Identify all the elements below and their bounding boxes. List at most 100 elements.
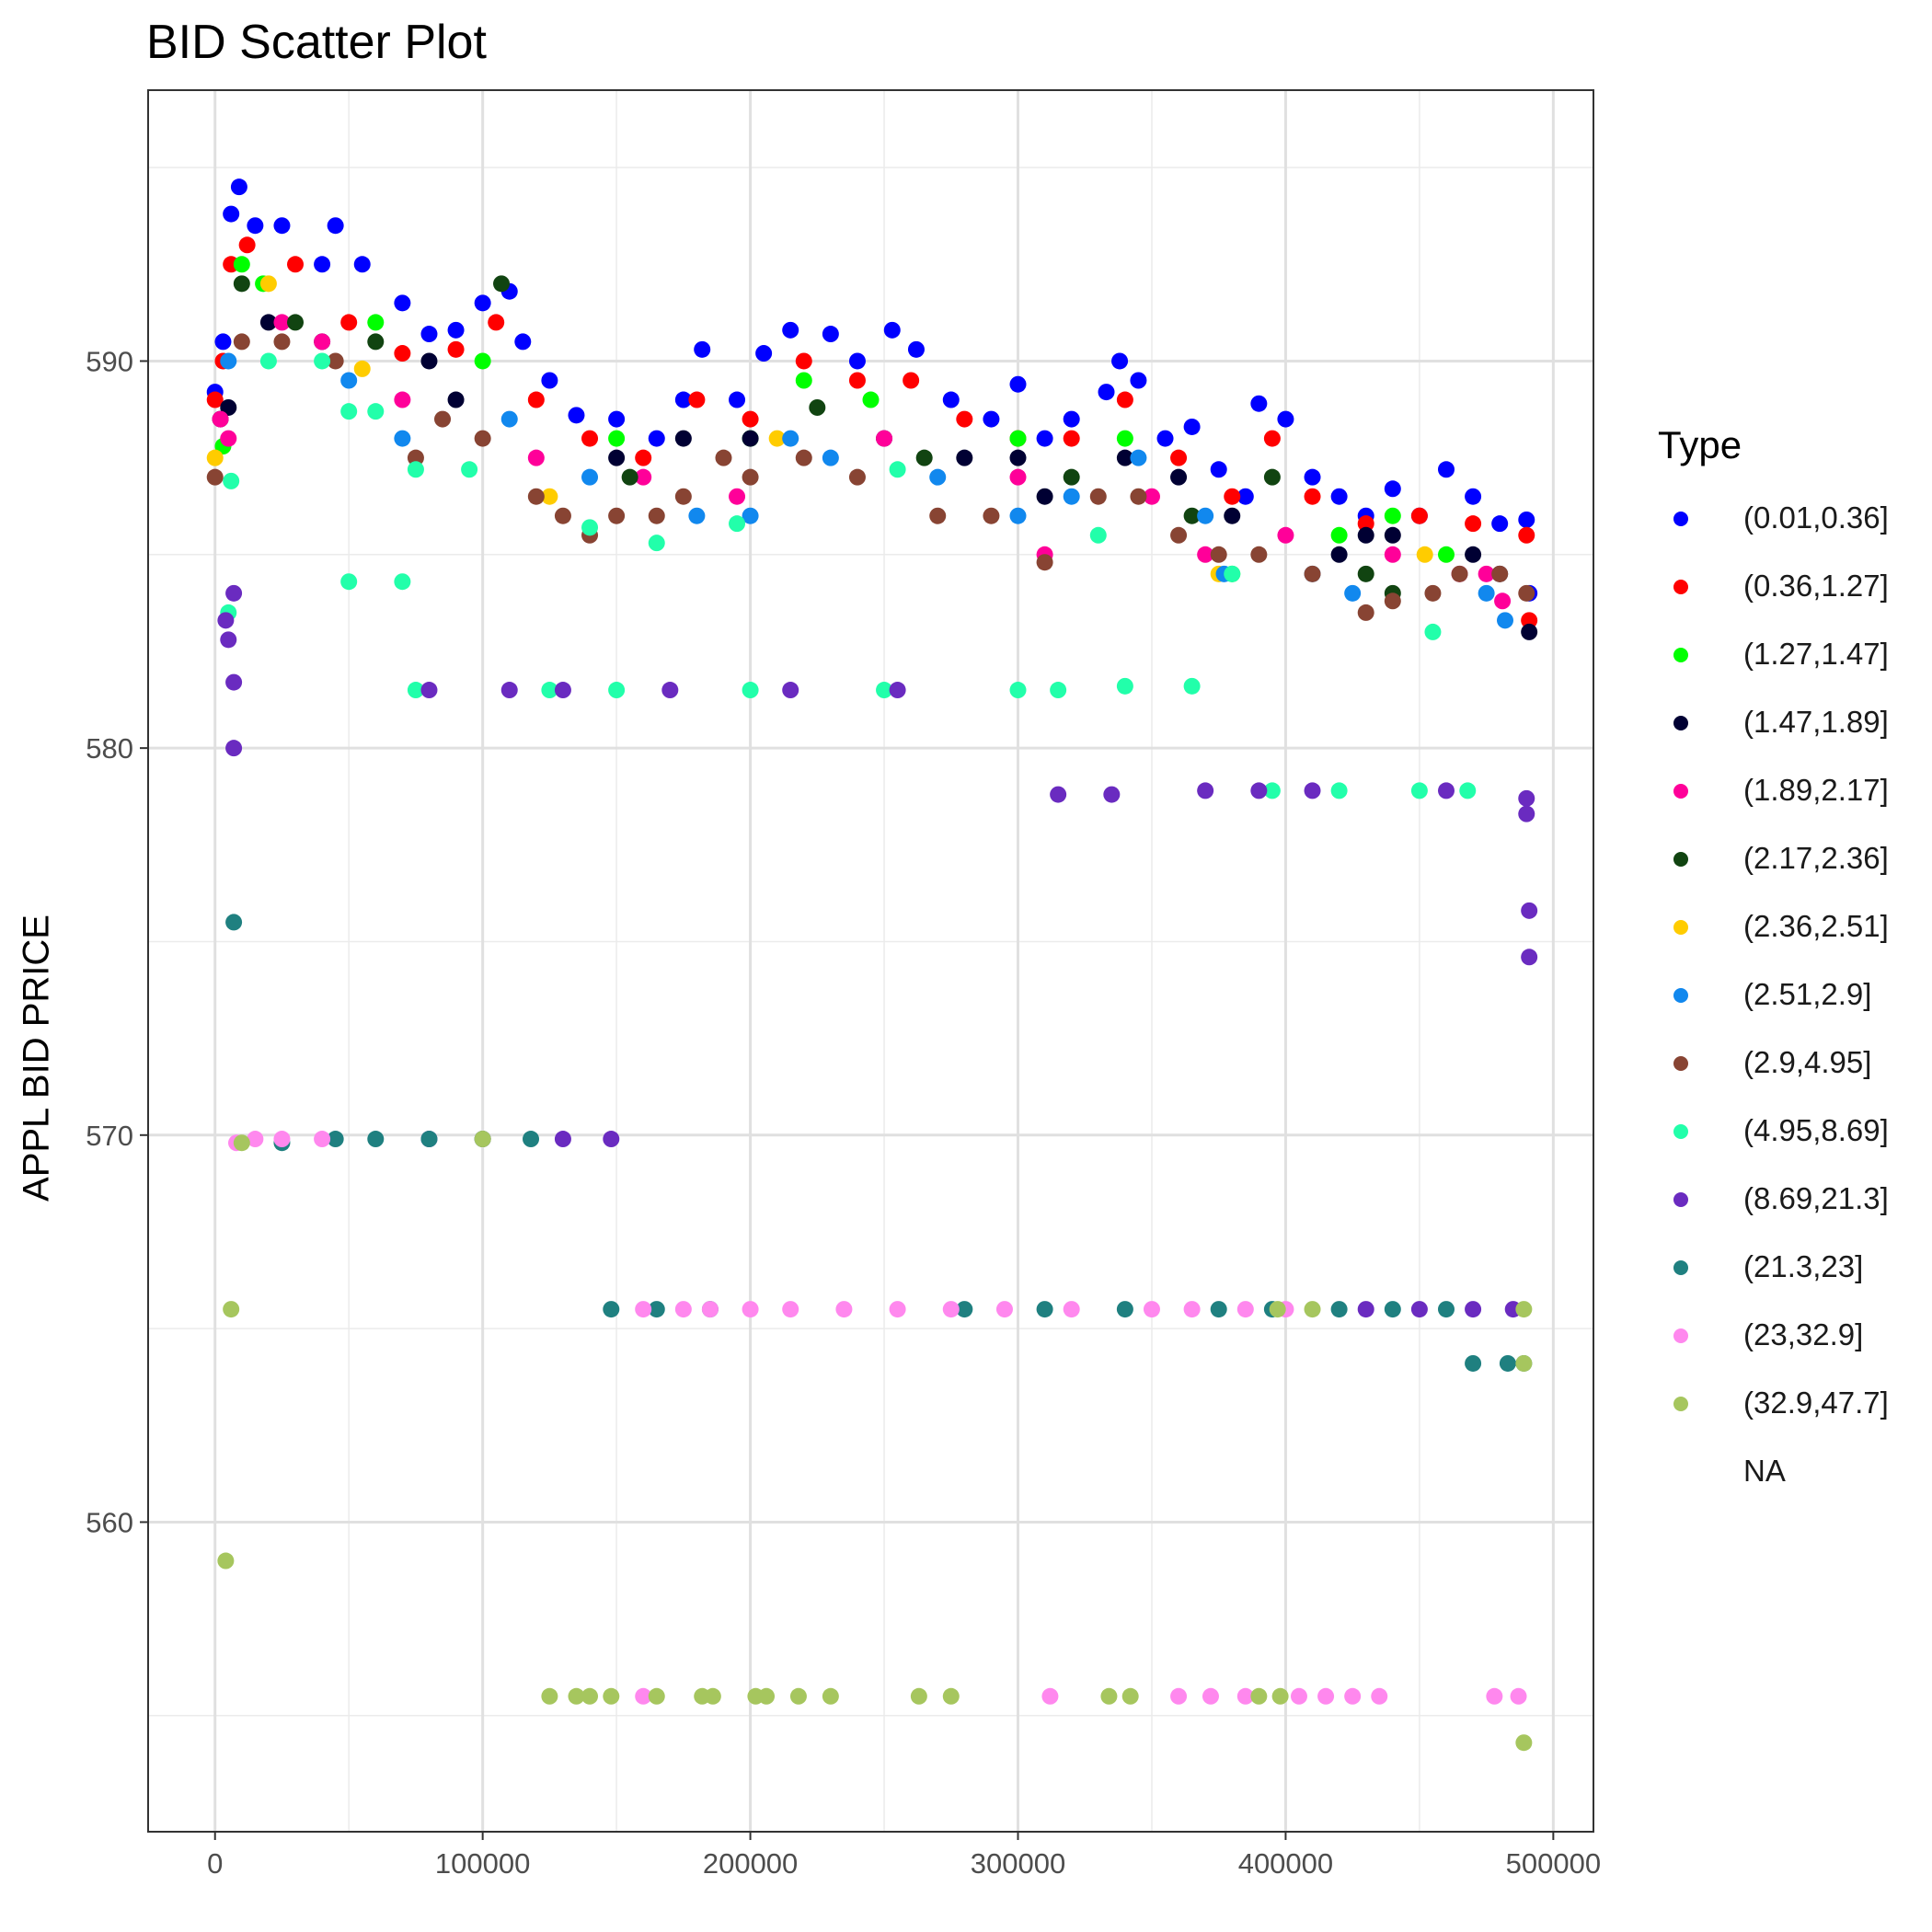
data-point	[1486, 1687, 1503, 1705]
data-point	[327, 217, 344, 235]
data-point	[889, 461, 906, 478]
data-point	[1183, 507, 1201, 524]
data-point	[1210, 546, 1227, 563]
data-point	[956, 449, 973, 466]
data-point	[621, 468, 638, 486]
data-point	[206, 468, 224, 486]
data-point	[1130, 449, 1147, 466]
data-point	[1437, 782, 1455, 799]
data-point	[212, 410, 229, 428]
data-point	[447, 321, 465, 339]
data-point	[809, 398, 826, 416]
data-point	[1304, 488, 1321, 505]
data-point	[220, 398, 237, 416]
data-point	[1465, 1354, 1482, 1372]
data-point	[1236, 1687, 1254, 1705]
data-point	[1236, 488, 1254, 505]
data-point	[474, 1131, 491, 1148]
legend-label: (4.95,8.69]	[1743, 1113, 1889, 1147]
data-point	[1111, 352, 1129, 370]
legend-swatch	[1673, 988, 1688, 1003]
data-point	[447, 391, 465, 408]
data-point	[648, 1687, 665, 1705]
data-point	[541, 372, 558, 389]
legend-item: (1.27,1.47]	[1658, 629, 1925, 697]
data-point	[1357, 604, 1374, 621]
data-point	[1050, 682, 1067, 699]
data-point	[225, 740, 243, 757]
data-point	[1424, 584, 1442, 602]
data-point	[1304, 565, 1321, 582]
data-point	[1009, 430, 1027, 447]
data-point	[1304, 468, 1321, 486]
data-point	[1465, 1301, 1482, 1318]
data-point	[523, 1131, 540, 1148]
legend-swatch	[1673, 852, 1688, 867]
data-point	[1036, 488, 1053, 505]
data-point	[1116, 449, 1133, 466]
data-point	[340, 372, 358, 389]
data-point	[1103, 786, 1121, 803]
data-point	[206, 449, 224, 466]
legend-item: (2.36,2.51]	[1658, 902, 1925, 970]
data-point	[1063, 488, 1080, 505]
data-point	[795, 449, 812, 466]
data-point	[314, 352, 331, 370]
data-point	[493, 275, 511, 293]
data-point	[1089, 488, 1107, 505]
legend-label: (1.89,2.17]	[1743, 773, 1889, 807]
data-point	[1424, 623, 1442, 640]
data-point	[1330, 526, 1348, 544]
data-point	[1290, 1687, 1307, 1705]
data-point	[1304, 782, 1321, 799]
data-point	[1036, 430, 1053, 447]
data-point	[1384, 546, 1401, 563]
data-point	[1263, 782, 1281, 799]
data-point	[1036, 554, 1053, 571]
data-point	[1116, 430, 1133, 447]
data-point	[862, 391, 880, 408]
legend-swatch	[1673, 784, 1688, 799]
data-point	[1224, 488, 1241, 505]
data-point	[1357, 1301, 1374, 1318]
legend-items: (0.01,0.36] (0.36,1.27] (1.27,1.47] (1.47,1…	[1658, 493, 1925, 1514]
data-point	[568, 1687, 585, 1705]
data-point	[789, 1687, 807, 1705]
data-point	[1170, 468, 1188, 486]
data-point	[238, 236, 256, 254]
data-point	[541, 682, 558, 699]
data-point	[608, 507, 626, 524]
data-point	[1130, 372, 1147, 389]
data-point	[1437, 1301, 1455, 1318]
data-point	[581, 430, 599, 447]
data-point	[225, 673, 243, 691]
data-point	[876, 430, 893, 447]
data-point	[929, 468, 947, 486]
data-point	[1384, 1301, 1401, 1318]
data-point	[648, 535, 665, 552]
data-point	[420, 352, 438, 370]
data-point	[848, 352, 866, 370]
data-point	[755, 345, 773, 362]
data-point	[273, 333, 291, 351]
legend-label: (23,32.9]	[1743, 1317, 1864, 1351]
data-point	[225, 584, 243, 602]
data-point	[223, 1301, 240, 1318]
data-point	[220, 352, 237, 370]
data-point	[876, 682, 893, 699]
data-point	[1384, 480, 1401, 498]
x-tick-label: 300000	[971, 1847, 1065, 1880]
legend-swatch	[1673, 580, 1688, 594]
data-point	[1277, 526, 1294, 544]
data-point	[1491, 515, 1509, 533]
data-point	[223, 205, 240, 223]
data-point	[688, 391, 706, 408]
data-point	[1116, 1301, 1133, 1318]
data-point	[729, 391, 746, 408]
data-point	[1009, 375, 1027, 393]
data-point	[1499, 1354, 1516, 1372]
data-point	[1271, 1687, 1289, 1705]
data-point	[1250, 1687, 1268, 1705]
data-point	[704, 1687, 721, 1705]
data-point	[1384, 592, 1401, 610]
